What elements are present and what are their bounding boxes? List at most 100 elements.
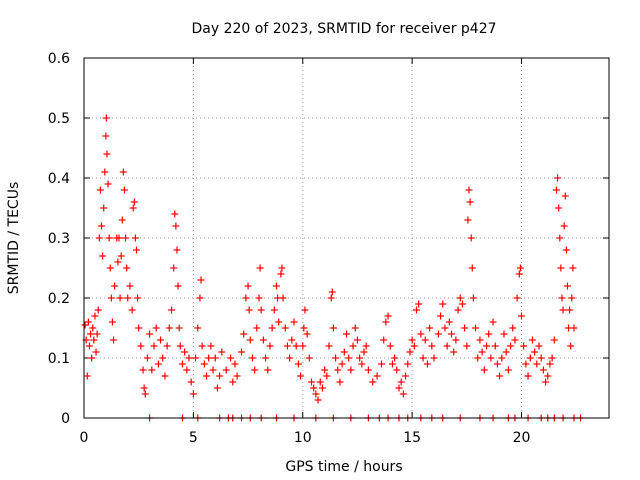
data-point [231, 360, 239, 368]
grid-lines [84, 58, 609, 418]
data-point [349, 342, 357, 350]
data-point [187, 378, 195, 386]
data-point [229, 378, 237, 386]
data-point [502, 348, 510, 356]
data-point [362, 342, 370, 350]
data-point [152, 324, 160, 332]
data-point [89, 324, 97, 332]
y-tick-label: 0.6 [48, 51, 70, 67]
data-point [200, 360, 208, 368]
data-point [448, 330, 455, 338]
data-point [104, 180, 112, 188]
data-point [434, 330, 442, 338]
data-point [216, 372, 224, 380]
data-point [325, 342, 333, 350]
data-point [469, 294, 477, 302]
data-point [441, 324, 449, 332]
data-point [84, 318, 92, 326]
data-point [463, 342, 471, 350]
data-point [277, 270, 285, 278]
data-point [356, 354, 364, 362]
data-point [100, 204, 108, 212]
data-point [168, 306, 175, 314]
data-point [244, 282, 252, 290]
data-point [87, 330, 95, 338]
data-point [122, 234, 130, 242]
data-point [480, 366, 488, 374]
data-point [286, 354, 294, 362]
data-point [550, 336, 558, 344]
data-point [209, 366, 217, 374]
data-point [496, 372, 504, 380]
data-point [292, 342, 300, 350]
data-point [408, 336, 416, 344]
data-point [98, 222, 105, 230]
data-point [360, 348, 368, 356]
y-tick-label: 0.1 [48, 351, 70, 367]
data-point [413, 306, 420, 314]
data-point [378, 360, 385, 368]
data-point [161, 372, 169, 380]
data-point [353, 336, 361, 344]
data-point [524, 372, 532, 380]
data-point [329, 324, 337, 332]
data-point [253, 324, 261, 332]
data-point [85, 342, 93, 350]
data-point [305, 354, 313, 362]
data-point [557, 264, 565, 272]
data-point [430, 354, 438, 362]
data-point [238, 348, 245, 356]
data-point [176, 342, 184, 350]
data-point [135, 324, 143, 332]
data-point [423, 360, 431, 368]
data-point [467, 234, 475, 242]
data-point [301, 306, 309, 314]
data-point [93, 330, 101, 338]
data-point [421, 336, 429, 344]
data-point [171, 210, 179, 218]
data-point [351, 324, 359, 332]
data-point [207, 342, 215, 350]
data-point [504, 366, 512, 374]
data-point [415, 300, 423, 308]
data-point [533, 360, 541, 368]
data-point [183, 366, 191, 374]
data-point [327, 294, 335, 302]
data-point [107, 294, 115, 302]
data-point [173, 246, 181, 254]
data-point [520, 342, 528, 350]
data-point [205, 354, 213, 362]
data-point [568, 294, 576, 302]
data-point [567, 342, 575, 350]
data-point [233, 372, 241, 380]
data-point [83, 372, 91, 380]
data-point [91, 312, 99, 320]
data-point [196, 294, 204, 302]
data-point [388, 360, 396, 368]
data-point [134, 294, 142, 302]
data-point [150, 342, 158, 350]
data-point [404, 360, 412, 368]
data-point [128, 306, 136, 314]
data-point [369, 378, 377, 386]
data-point [526, 354, 534, 362]
data-point [251, 366, 259, 374]
data-point [111, 282, 119, 290]
x-tick-label: 15 [403, 430, 421, 446]
data-point [103, 150, 111, 158]
data-point [165, 324, 173, 332]
data-point [268, 324, 276, 332]
data-point [96, 186, 104, 194]
data-point [105, 234, 113, 242]
y-tick-label: 0 [61, 411, 70, 427]
data-point [137, 342, 145, 350]
x-tick-label: 5 [189, 430, 198, 446]
data-point [323, 372, 331, 380]
data-point [257, 306, 265, 314]
data-points [81, 114, 585, 422]
data-point [275, 318, 283, 326]
data-point [218, 348, 226, 356]
data-point [300, 324, 308, 332]
data-point [397, 378, 405, 386]
data-point [493, 360, 501, 368]
